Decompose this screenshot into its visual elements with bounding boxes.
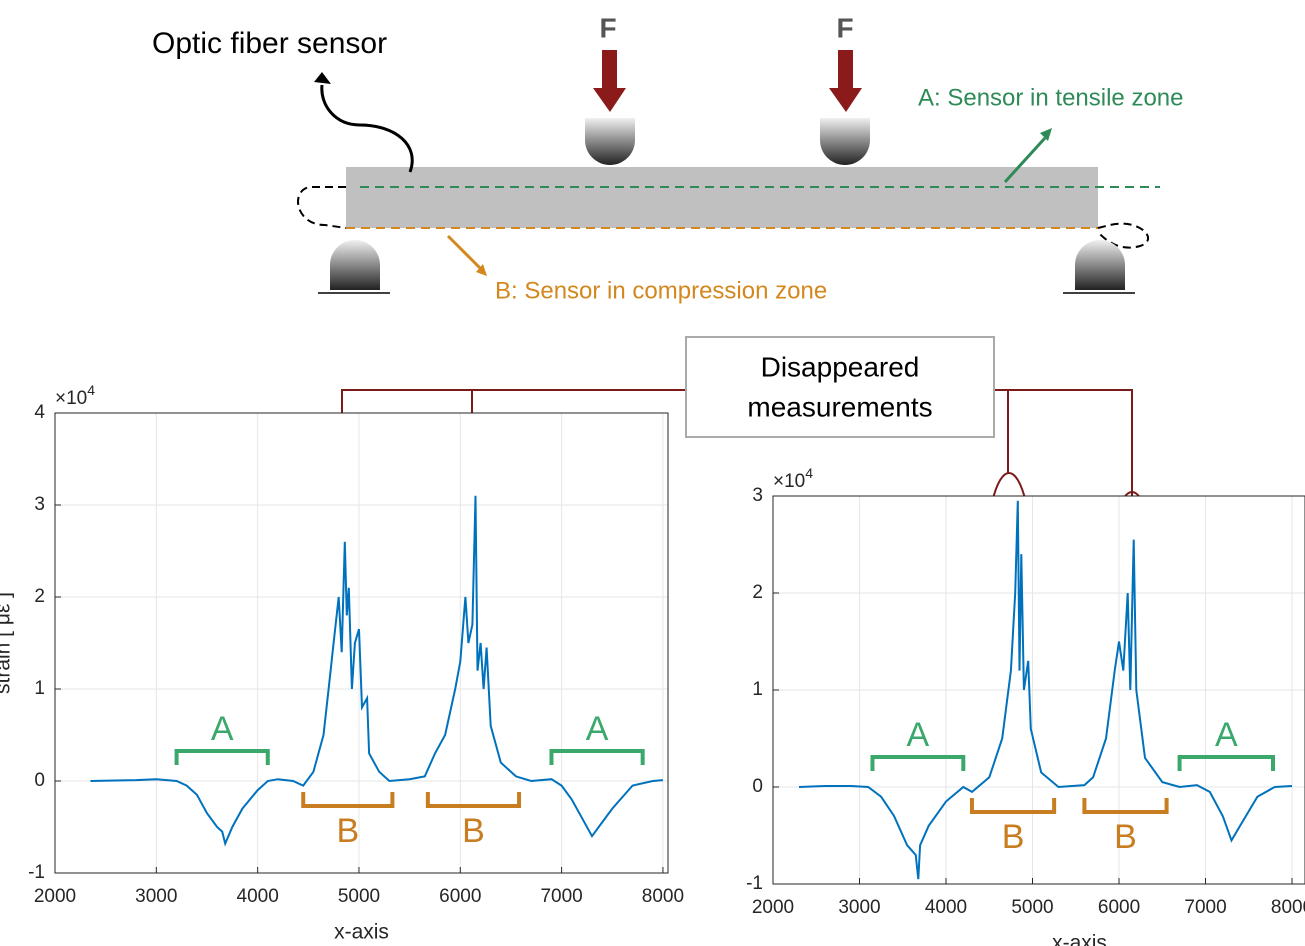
x-axis-label: x-axis [334, 921, 389, 944]
y-tick-label: 1 [752, 679, 763, 700]
line-chart: 2000 3000 4000 5000 6000 7000 8000 -1 0 1 2 3 ×104 x-… [746, 465, 1305, 946]
x-tick-label: 3000 [838, 897, 880, 918]
y-tick-label: 2 [752, 582, 763, 603]
zone-label: B [1002, 818, 1025, 856]
force-arrow [593, 88, 626, 112]
callout-text: Disappeared [761, 351, 920, 382]
x-tick-label: 8000 [1271, 897, 1305, 918]
force-arrow [602, 50, 617, 90]
sensor-label: Optic fiber sensor [152, 27, 387, 60]
multiplier-exponent: 4 [805, 465, 813, 481]
x-tick-label: 2000 [752, 897, 794, 918]
y-tick-label: 1 [34, 678, 45, 699]
x-tick-label: 6000 [1098, 897, 1140, 918]
pointer [446, 234, 482, 270]
callout-line [994, 389, 1133, 498]
zone-label: B [336, 812, 359, 850]
support [1075, 240, 1125, 290]
y-tick-label: -1 [746, 873, 763, 894]
arrow-head [314, 72, 331, 84]
x-tick-label: 8000 [642, 886, 684, 907]
y-tick-label: 2 [34, 586, 45, 607]
load-block [820, 118, 870, 165]
force-arrow [829, 88, 862, 112]
force-label: F [836, 12, 853, 43]
axes-box [54, 412, 669, 874]
pointer-head [1040, 128, 1052, 141]
axes-box [772, 495, 1305, 885]
y-tick-label: 0 [752, 776, 763, 797]
y-tick-label: 4 [34, 402, 45, 423]
charts: 2000 3000 4000 5000 6000 7000 8000-101234×104s… [0, 382, 1305, 946]
zone-label: B [1114, 818, 1137, 856]
zone-label: A [1215, 716, 1238, 754]
zone-label: B [462, 812, 485, 850]
x-tick-label: 4000 [237, 886, 279, 907]
data-line [90, 495, 663, 847]
zone-bracket [425, 792, 522, 808]
y-axis-label: strain [ με ] [0, 592, 15, 694]
zone-label: A [211, 710, 234, 748]
zone-a-label: A: Sensor in tensile zone [918, 84, 1184, 111]
x-tick-label: 3000 [135, 886, 177, 907]
callout-box [685, 336, 995, 438]
x-tick-label: 7000 [1184, 897, 1226, 918]
beam [346, 167, 1098, 228]
y-tick-label: 0 [34, 770, 45, 791]
callout-text: measurements [747, 391, 932, 422]
y-multiplier: ×104 [55, 382, 95, 409]
y-tick-label: -1 [28, 862, 45, 883]
x-tick-label: 6000 [439, 886, 481, 907]
zone-bracket [301, 792, 395, 808]
support [330, 240, 380, 290]
fiber-loop [297, 186, 347, 229]
x-tick-label: 5000 [338, 886, 380, 907]
data-line [798, 500, 1293, 880]
y-tick-label: 3 [752, 485, 763, 506]
zone-label: A [907, 716, 930, 754]
y-tick-label: 3 [34, 494, 45, 515]
line-chart: 2000 3000 4000 5000 6000 7000 8000-101234×104s… [0, 382, 684, 944]
zone-bracket [969, 798, 1057, 814]
force-label: F [599, 12, 616, 43]
plot-area [55, 413, 668, 873]
y-multiplier: ×104 [773, 465, 813, 492]
fiber-loop [1097, 222, 1149, 249]
force-arrow [838, 50, 853, 90]
x-tick-label: 7000 [540, 886, 582, 907]
zone-label: A [586, 710, 609, 748]
x-tick-label: 4000 [925, 897, 967, 918]
multiplier-base: ×10 [773, 471, 805, 492]
zone-bracket [1082, 798, 1169, 814]
zone-bracket [1177, 755, 1275, 771]
zone-b-label: B: Sensor in compression zone [495, 277, 827, 304]
x-axis-label: x-axis [1052, 932, 1107, 946]
multiplier-base: ×10 [55, 388, 87, 409]
zone-bracket [870, 755, 966, 771]
zone-bracket [174, 749, 270, 765]
sensor-arrow [320, 84, 414, 173]
pointer-head [476, 264, 487, 276]
multiplier-exponent: 4 [87, 382, 95, 398]
zone-bracket [549, 749, 645, 765]
load-block [585, 118, 635, 165]
x-tick-label: 2000 [34, 886, 76, 907]
x-tick-label: 5000 [1011, 897, 1053, 918]
beam-diagram: Optic fiber sensor F F A: Sensor in tens… [152, 12, 1184, 304]
pointer [1003, 136, 1047, 184]
